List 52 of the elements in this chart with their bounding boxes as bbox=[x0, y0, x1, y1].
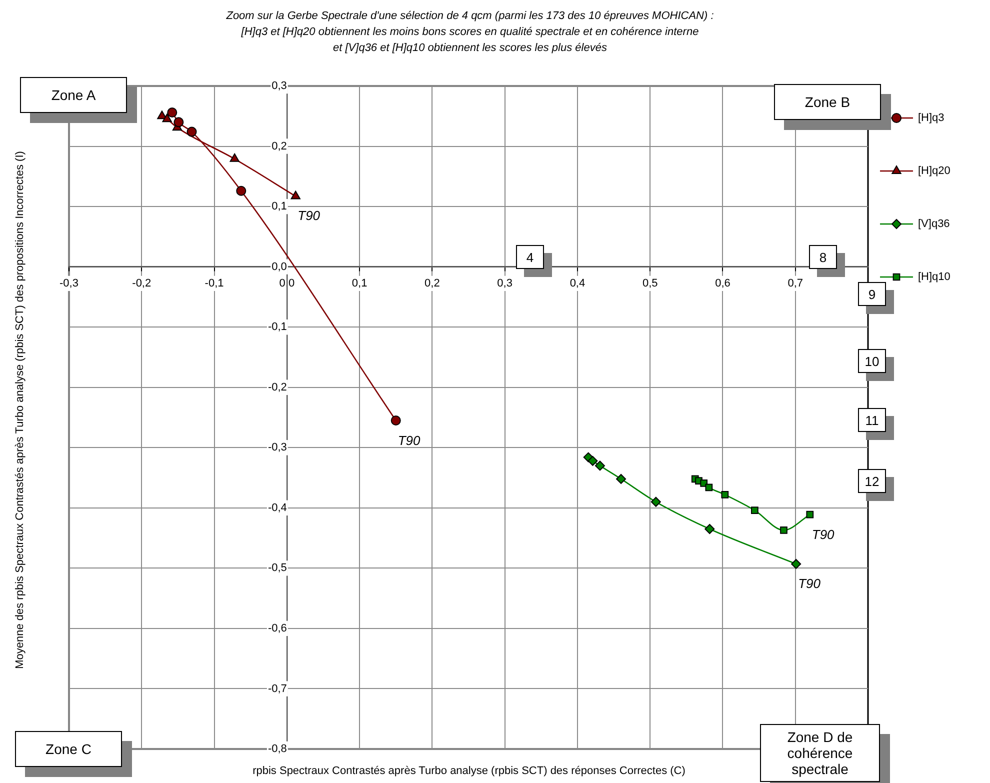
y-tick-label: -0,3 bbox=[268, 442, 287, 454]
x-tick-label: 0,7 bbox=[788, 277, 804, 290]
y-tick-label: -0,8 bbox=[268, 743, 287, 756]
y-tick-label: -0,4 bbox=[268, 502, 287, 514]
point bbox=[174, 117, 184, 128]
x-tick-label: -0,1 bbox=[204, 277, 224, 290]
point bbox=[167, 108, 178, 118]
legend-label: [H]q10 bbox=[918, 271, 950, 284]
legend-label: [H]q3 bbox=[918, 112, 944, 124]
y-tick-label: 0,3 bbox=[272, 80, 287, 92]
point bbox=[780, 526, 788, 534]
x-tick-label: 0,1 bbox=[352, 277, 368, 290]
point bbox=[230, 153, 240, 162]
annotation: T90 bbox=[812, 526, 834, 542]
chart-title: Zoom sur la Gerbe Spectrale d'une sélection de 4 qcm (parmi les 173 des 10 épreuves MOHICAN) : [H]q3 et [H]q20 obtiennent les moins bons scores en qualité spectrale et en cohérence interne et [V]q36 et [H]q10 obtiennent les scores les plus élevés bbox=[225, 9, 715, 56]
annotation: T90 bbox=[798, 576, 820, 591]
point bbox=[290, 190, 300, 200]
point bbox=[390, 416, 401, 426]
y-tick-label: -0,7 bbox=[268, 682, 287, 695]
point bbox=[751, 506, 758, 514]
x-tick-label: 0,2 bbox=[424, 277, 440, 290]
annotation: T90 bbox=[398, 432, 420, 448]
annotation: T90 bbox=[298, 208, 320, 224]
y-tick-label: -0,1 bbox=[268, 321, 287, 334]
x-tick-label: 0,6 bbox=[715, 277, 730, 290]
point bbox=[650, 496, 661, 507]
point bbox=[588, 456, 598, 466]
point bbox=[705, 484, 713, 492]
point bbox=[616, 474, 626, 484]
point bbox=[162, 114, 172, 122]
x-axis-title: rpbis Spectraux Contrastés après Turbo analyse (rpbis SCT) des réponses Correctes (C) bbox=[252, 765, 686, 777]
y-tick-label: 0,1 bbox=[272, 200, 287, 213]
y-tick-label: -0,6 bbox=[268, 622, 287, 634]
y-axis-title: Moyenne des rpbis Spectraux Contrastés après Turbo analyse (rpbis SCT) des propositions Incorrectes (I) bbox=[13, 150, 27, 671]
point bbox=[594, 460, 605, 471]
x-tick-label: 0,3 bbox=[497, 277, 512, 290]
x-tick-label: -0,2 bbox=[132, 277, 152, 290]
point bbox=[806, 510, 814, 518]
point bbox=[721, 490, 729, 498]
x-tick-label: 0,4 bbox=[570, 277, 586, 290]
y-tick-label: 0,0 bbox=[272, 260, 287, 273]
y-tick-label: -0,2 bbox=[268, 381, 287, 394]
point bbox=[704, 524, 715, 534]
point bbox=[186, 126, 197, 137]
point bbox=[236, 186, 246, 196]
y-tick-label: 0,2 bbox=[272, 140, 287, 152]
legend-label: [H]q20 bbox=[918, 165, 950, 178]
x-tick-label: -0,3 bbox=[60, 277, 78, 290]
legend-label: [V]q36 bbox=[918, 218, 950, 230]
y-tick-label: -0,5 bbox=[268, 562, 287, 574]
point bbox=[791, 558, 802, 569]
x-tick-label: 0,5 bbox=[642, 277, 658, 290]
